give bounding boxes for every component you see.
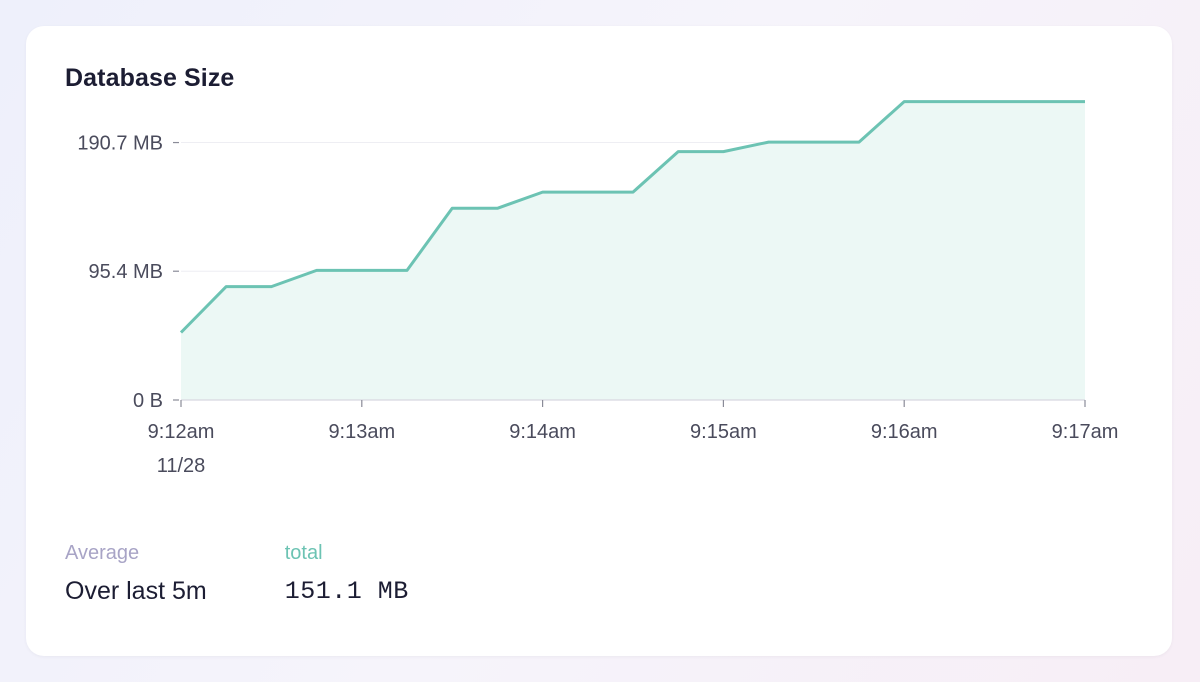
series-line bbox=[179, 100, 1085, 334]
chart-title: Database Size bbox=[65, 64, 235, 92]
x-tick-label: 9:16am bbox=[871, 421, 938, 443]
y-tick-label: 190.7 MB bbox=[77, 133, 163, 155]
x-tick-label: 9:14am bbox=[509, 421, 576, 443]
x-tick-label: 9:12am bbox=[148, 421, 215, 443]
x-tick-sublabel: 11/28 bbox=[157, 455, 206, 477]
average-label: Average bbox=[65, 542, 140, 564]
y-tick-label: 0 B bbox=[133, 390, 163, 412]
x-tick-label: 9:15am bbox=[690, 421, 757, 443]
total-value: 151.1 MB bbox=[284, 577, 409, 606]
chart-footer: Average Over last 5m total 151.1 MB bbox=[65, 542, 487, 606]
x-tick-label: 9:17am bbox=[1052, 421, 1119, 443]
average-stat: Average Over last 5m bbox=[65, 542, 207, 606]
database-size-chart: 0 B 95.4 MB 190.7 MB 9:12am 11/28 9:13am 9:14… bbox=[77, 100, 1119, 477]
total-label: total bbox=[284, 542, 323, 564]
y-axis: 0 B 95.4 MB 190.7 MB bbox=[77, 133, 179, 412]
x-tick-label: 9:13am bbox=[328, 421, 395, 443]
x-axis: 9:12am 11/28 9:13am 9:14am 9:15am 9:16am 9:17a… bbox=[148, 400, 1119, 477]
average-value: Over last 5m bbox=[65, 577, 207, 605]
total-stat: total 151.1 MB bbox=[285, 542, 409, 606]
database-size-card: Database Size 0 B 95.4 MB 190.7 MB 9:12am 1… bbox=[26, 26, 1172, 656]
series-area bbox=[181, 101, 1085, 400]
y-tick-label: 95.4 MB bbox=[89, 261, 163, 283]
